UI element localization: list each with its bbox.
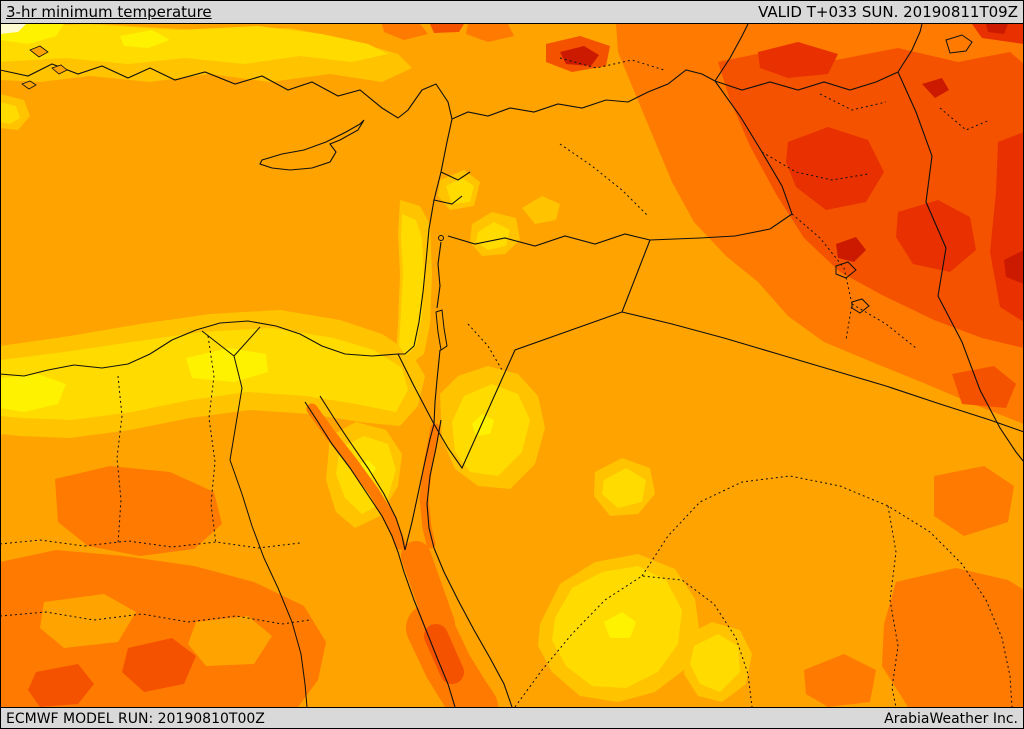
temperature-map <box>0 24 1024 707</box>
header-bar: 3-hr minimum temperature VALID T+033 SUN… <box>0 0 1024 24</box>
temperature-field <box>0 24 1024 707</box>
admin-borders <box>0 57 1013 707</box>
credit-label: ArabiaWeather Inc. <box>884 710 1018 727</box>
footer-bar: ECMWF MODEL RUN: 20190810T00Z ArabiaWeat… <box>0 707 1024 729</box>
sea-of-galilee <box>438 235 444 241</box>
map-area <box>0 24 1024 707</box>
dead-sea <box>435 309 448 351</box>
cyprus-island <box>259 119 365 171</box>
red-sea-water <box>306 403 498 707</box>
nile-river <box>201 326 308 707</box>
map-title: 3-hr minimum temperature <box>6 2 212 21</box>
valid-time-label: VALID T+033 SUN. 20190811T09Z <box>758 2 1018 21</box>
coastlines <box>0 63 513 707</box>
lake-van <box>945 34 973 54</box>
aegean-islands <box>21 45 68 90</box>
model-run-label: ECMWF MODEL RUN: 20190810T00Z <box>6 710 265 727</box>
iraq-lake-1 <box>835 261 857 279</box>
country-borders <box>397 24 1024 470</box>
